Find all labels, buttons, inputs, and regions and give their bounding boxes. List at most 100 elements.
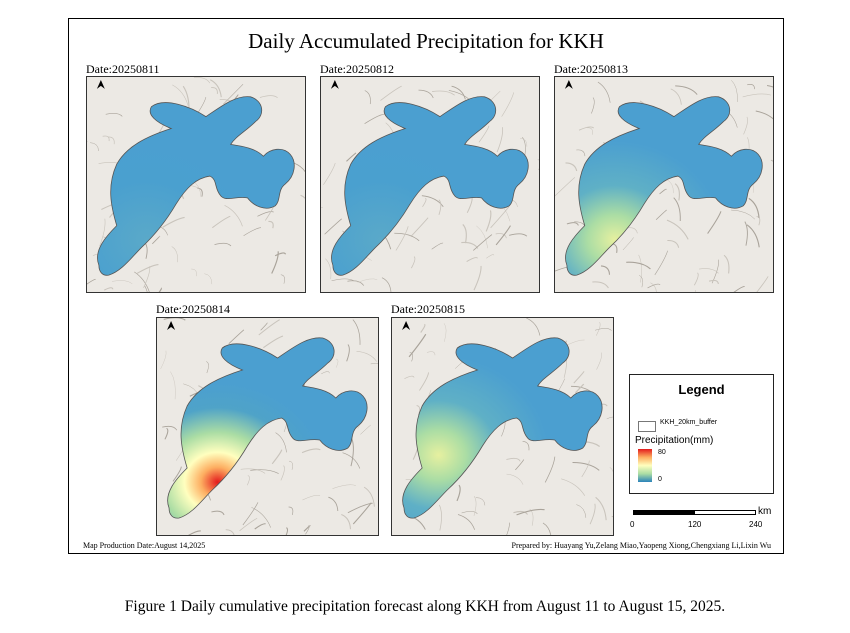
terrain-ridge	[490, 206, 510, 229]
terrain-ridge	[626, 261, 651, 270]
north-arrow-icon	[167, 321, 176, 330]
terrain-ridge	[280, 274, 285, 284]
terrain-ridge	[370, 363, 378, 365]
terrain-ridge	[699, 268, 719, 274]
terrain-ridge	[639, 275, 643, 288]
terrain-ridge	[87, 278, 96, 285]
terrain-ridge	[171, 246, 178, 263]
terrain-ridge	[650, 282, 657, 292]
map-panel-20250815	[391, 317, 614, 536]
terrain-ridge	[431, 242, 444, 250]
prepared-by: Prepared by: Huayang Yu,Zelang Miao,Yaop…	[511, 541, 772, 550]
map-panel-20250813	[554, 76, 774, 293]
terrain-ridge	[565, 162, 578, 172]
terrain-ridge	[731, 209, 756, 220]
terrain-ridge	[350, 438, 354, 467]
terrain-ridge	[495, 225, 511, 246]
terrain-ridge	[421, 195, 444, 208]
terrain-ridge	[331, 278, 355, 282]
terrain-ridge	[708, 279, 719, 285]
terrain-ridge	[347, 280, 365, 286]
terrain-ridge	[591, 97, 595, 114]
terrain-ridge	[293, 162, 305, 173]
scale-tick-120: 120	[688, 520, 702, 529]
terrain-ridge	[485, 210, 492, 232]
buffer-label: KKH_20km_buffer	[660, 419, 718, 426]
production-date: Map Production Date:August 14,2025	[83, 541, 206, 550]
terrain-ridge	[733, 285, 745, 292]
terrain-ridge	[211, 510, 225, 516]
terrain-ridge	[595, 328, 612, 331]
terrain-ridge	[596, 352, 602, 370]
ramp-min-label: 0	[658, 476, 662, 483]
figure-caption: Figure 1 Daily cumulative precipitation …	[124, 598, 726, 615]
terrain-ridge	[419, 372, 430, 391]
terrain-ridge	[260, 322, 268, 331]
terrain-ridge	[756, 216, 761, 226]
terrain-ridge	[300, 194, 305, 199]
terrain-ridge	[239, 517, 258, 532]
legend: Legend KKH_20km_buffer Precipitation(mm)…	[629, 374, 774, 494]
terrain-ridge	[723, 254, 730, 274]
legend-title: Legend	[678, 382, 725, 397]
terrain-ridge	[561, 478, 586, 496]
terrain-ridge	[409, 352, 414, 362]
terrain-ridge	[302, 494, 321, 501]
terrain-ridge	[609, 467, 613, 483]
terrain-ridge	[519, 137, 528, 147]
terrain-ridge	[461, 511, 478, 515]
precipitation-color-ramp	[638, 449, 652, 482]
terrain-ridge	[542, 522, 552, 535]
map-panel-20250811	[86, 76, 306, 293]
terrain-ridge	[707, 211, 722, 234]
kkh-buffer-area	[331, 96, 529, 276]
terrain-ridge	[526, 318, 541, 336]
terrain-ridge	[214, 242, 232, 247]
terrain-ridge	[410, 217, 429, 237]
terrain-ridge	[438, 504, 442, 531]
terrain-ridge	[578, 126, 595, 131]
terrain-ridge	[595, 496, 607, 521]
terrain-ridge	[486, 254, 495, 259]
terrain-ridge	[303, 525, 311, 532]
terrain-ridge	[332, 484, 356, 489]
terrain-ridge	[321, 371, 330, 374]
map-svg	[87, 77, 305, 292]
map-svg	[555, 77, 773, 292]
terrain-ridge	[515, 459, 525, 471]
terrain-ridge	[301, 448, 321, 454]
terrain-ridge	[170, 371, 176, 400]
terrain-ridge	[622, 237, 634, 251]
terrain-ridge	[744, 221, 748, 246]
terrain-ridge	[104, 287, 114, 291]
kkh-buffer-area	[402, 337, 603, 519]
terrain-ridge	[352, 502, 372, 525]
terrain-ridge	[457, 514, 476, 530]
terrain-ridge	[595, 322, 601, 336]
terrain-ridge	[438, 199, 442, 215]
terrain-ridge	[160, 350, 167, 370]
terrain-ridge	[655, 209, 667, 221]
terrain-ridge	[513, 510, 529, 515]
map-svg	[321, 77, 539, 292]
terrain-ridge	[188, 530, 201, 535]
terrain-ridge	[432, 90, 455, 96]
map-svg	[157, 318, 378, 535]
terrain-ridge	[509, 233, 528, 237]
terrain-ridge	[755, 110, 773, 120]
terrain-ridge	[420, 323, 426, 333]
map-title: Daily Accumulated Precipitation for KKH	[248, 29, 604, 53]
terrain-ridge	[654, 250, 668, 276]
terrain-ridge	[191, 268, 197, 277]
terrain-ridge	[243, 227, 262, 236]
terrain-ridge	[263, 335, 284, 349]
terrain-ridge	[268, 220, 274, 229]
terrain-ridge	[210, 79, 222, 98]
north-arrow-icon	[402, 321, 411, 330]
terrain-ridge	[659, 188, 667, 195]
map-panel-20250812	[320, 76, 540, 293]
scale-tick-240: 240	[749, 520, 763, 529]
terrain-ridge	[102, 135, 110, 142]
terrain-ridge	[380, 85, 402, 101]
terrain-ridge	[748, 197, 760, 218]
